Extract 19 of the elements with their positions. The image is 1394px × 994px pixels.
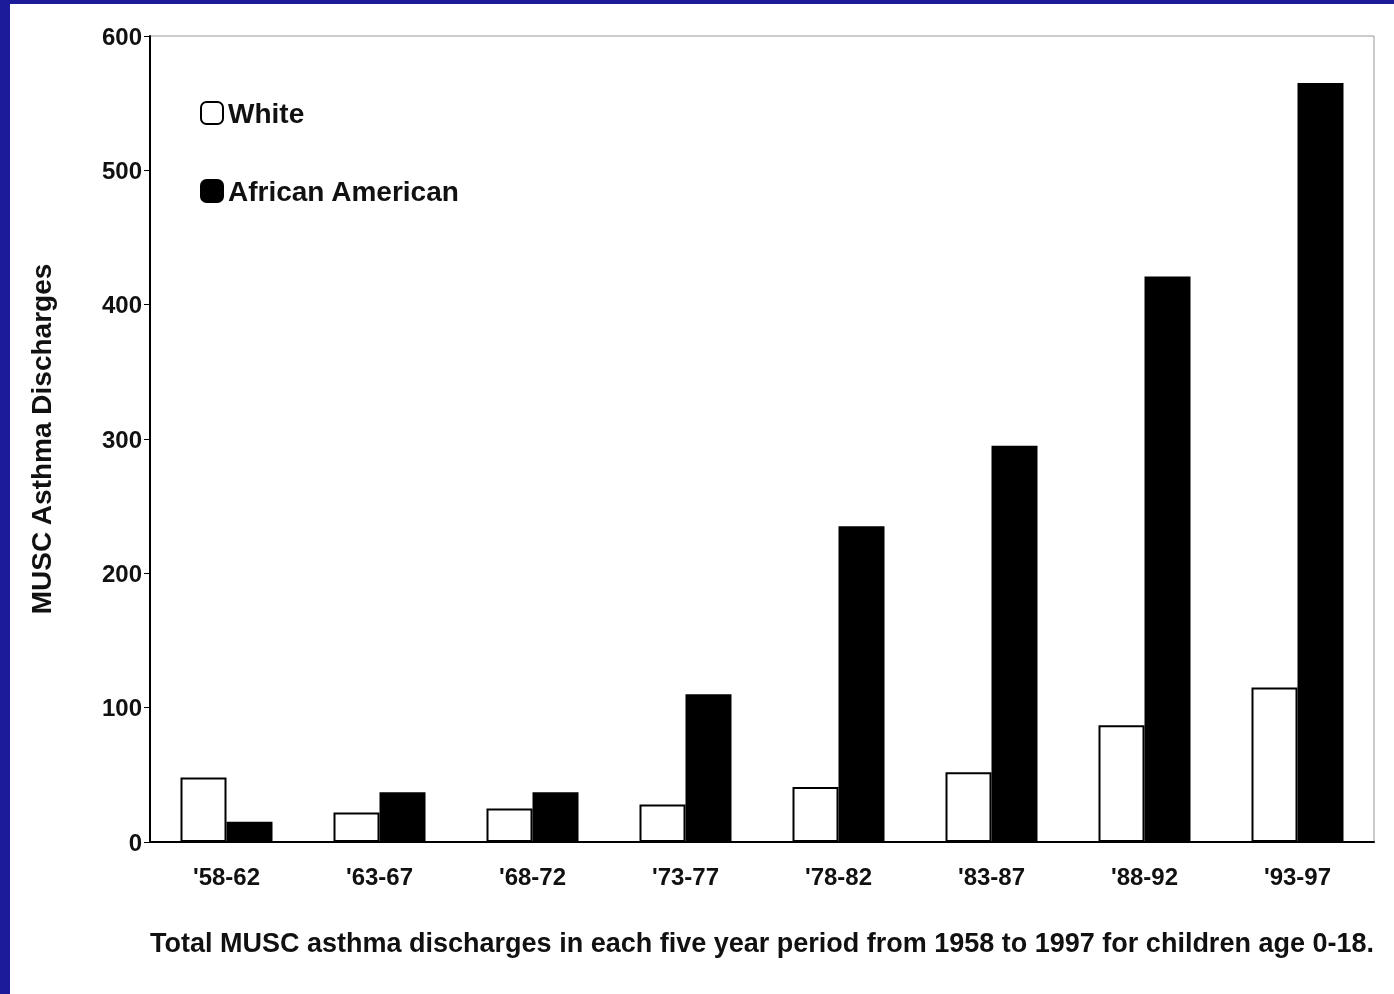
x-tick-label: '93-97	[1263, 862, 1332, 890]
y-tick-label: 400	[101, 291, 142, 319]
x-tick-label: '63-67	[345, 862, 414, 890]
y-tick-label: 300	[101, 425, 142, 453]
y-tick-label: 200	[101, 559, 142, 587]
y-tick-label: 500	[101, 156, 142, 184]
y-axis-title: MUSC Asthma Discharges	[25, 263, 57, 615]
y-tick-label: 100	[101, 694, 142, 722]
legend-label: White	[228, 97, 305, 129]
x-tick-label: '73-77	[651, 862, 720, 890]
y-tick-label: 0	[128, 828, 142, 856]
legend-label: African American	[228, 175, 459, 207]
x-tick-label: '83-87	[957, 862, 1026, 890]
x-tick-label: '68-72	[498, 862, 567, 890]
x-tick-label: '58-62	[192, 862, 261, 890]
x-axis-title: Total MUSC asthma discharges in each five year period from 1958 to 1997 for children age 0-18.	[150, 928, 1374, 958]
x-tick-label: '78-82	[804, 862, 873, 890]
x-tick-label: '88-92	[1110, 862, 1179, 890]
y-tick-label: 600	[101, 22, 142, 50]
